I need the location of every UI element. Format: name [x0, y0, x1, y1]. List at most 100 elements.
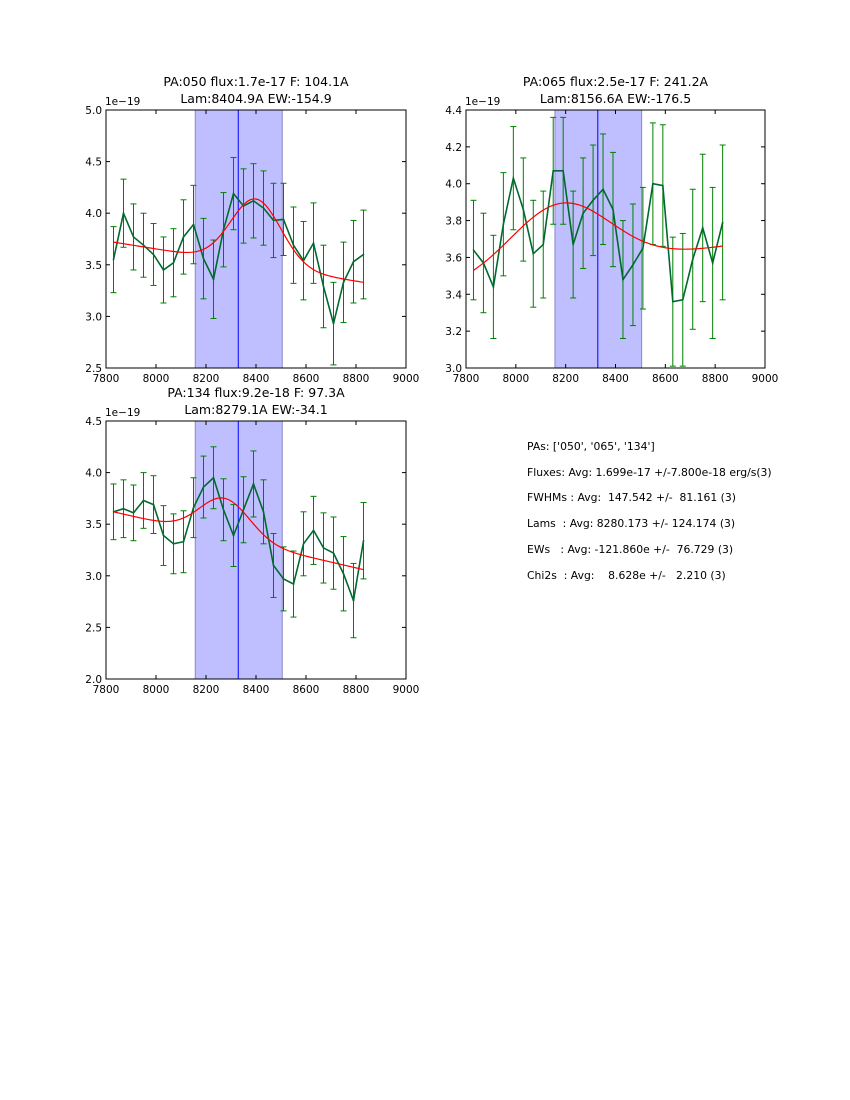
flux-point — [272, 219, 275, 222]
flux-point — [332, 552, 335, 554]
flux-point — [352, 599, 355, 602]
flux-point — [162, 534, 165, 537]
y-tick-label: 3.0 — [85, 311, 102, 323]
flux-point — [182, 540, 185, 543]
flux-point — [662, 184, 664, 187]
x-tick-label: 8400 — [243, 684, 270, 696]
flux-point — [252, 200, 255, 202]
flux-point — [322, 285, 325, 288]
flux-point — [272, 564, 275, 567]
y-tick-label: 3.2 — [445, 326, 462, 338]
flux-point — [701, 227, 704, 229]
flux-point — [232, 534, 235, 537]
y-offset-label: 1e−19 — [105, 96, 140, 108]
flux-point — [362, 253, 365, 256]
x-tick-label: 8800 — [343, 373, 370, 385]
y-tick-label: 4.0 — [445, 179, 462, 191]
flux-line — [113, 476, 365, 604]
flux-point — [652, 182, 654, 185]
x-tick-label: 7800 — [453, 373, 480, 385]
subplot-title-line1: PA:065 flux:2.5e-17 F: 241.2A — [523, 74, 709, 89]
flux-point — [112, 258, 115, 261]
flux-point — [522, 208, 525, 211]
fit-curve — [113, 497, 364, 571]
flux-point — [192, 223, 195, 226]
flux-point — [532, 252, 535, 255]
flux-point — [711, 262, 714, 264]
subplot-1: 7800 8000 8200 8400 8600 8800 9000 2.5 3.0 3.5 4.0… — [85, 74, 419, 385]
stats-fwhms: FWHMs : Avg: 147.542 +/- 81.161 (3) — [527, 491, 736, 505]
flux-point — [632, 264, 634, 266]
y-tick-label: 2.5 — [85, 622, 102, 634]
y-tick-label: 4.5 — [85, 416, 102, 428]
flux-point — [322, 547, 325, 549]
x-tick-label: 8600 — [293, 373, 320, 385]
x-tick-label: 7800 — [93, 684, 120, 696]
y-tick-label: 3.5 — [85, 260, 102, 272]
y-tick-label: 5.0 — [85, 105, 102, 117]
flux-point — [342, 572, 345, 575]
flux-point — [292, 583, 295, 585]
fit-curve — [113, 198, 364, 283]
y-tick-label: 4.0 — [85, 208, 102, 220]
flux-point — [592, 199, 594, 202]
flux-point — [342, 281, 345, 284]
flux-point — [202, 257, 205, 260]
x-tick-label: 9000 — [393, 373, 420, 385]
x-tick-label: 8600 — [293, 684, 320, 696]
flux-line — [472, 170, 724, 303]
flux-point — [172, 261, 175, 264]
flux-point — [282, 578, 285, 580]
flux-point — [332, 322, 335, 325]
y-tick-label: 2.0 — [85, 674, 102, 686]
stats-ews: EWs : Avg: -121.860e +/- 76.729 (3) — [527, 542, 734, 556]
flux-point — [262, 207, 265, 209]
flux-line — [112, 191, 364, 324]
flux-point — [292, 244, 295, 246]
x-tick-label: 7800 — [93, 373, 120, 385]
flux-point — [152, 253, 155, 256]
flux-point — [542, 243, 545, 246]
flux-point — [362, 539, 365, 542]
y-tick-label: 4.5 — [85, 157, 102, 169]
flux-point — [352, 260, 355, 263]
subplot-2: 7800 8000 8200 8400 8600 8800 9000 3.0 3.2 3.4 3.6… — [445, 74, 778, 385]
x-tick-label: 8400 — [243, 373, 270, 385]
flux-point — [312, 242, 315, 244]
flux-point — [512, 177, 515, 179]
x-tick-label: 8800 — [343, 684, 370, 696]
subplot-3: 7800 8000 8200 8400 8600 8800 9000 2.0 2.5 3.0 3.5… — [85, 385, 419, 696]
x-tick-label: 8200 — [193, 684, 220, 696]
flux-point — [721, 221, 724, 224]
y-tick-label: 4.4 — [445, 105, 462, 117]
flux-point — [492, 286, 495, 288]
y-tick-label: 3.0 — [85, 571, 102, 583]
flux-point — [282, 218, 285, 221]
flux-point — [152, 503, 155, 506]
x-tick-label: 8000 — [143, 373, 170, 385]
y-tick-label: 3.8 — [445, 216, 462, 228]
subplot-title-line1: PA:050 flux:1.7e-17 F: 104.1A — [163, 74, 349, 89]
x-tick-label: 8000 — [502, 373, 529, 385]
flux-point — [681, 299, 684, 301]
flux-point — [242, 508, 245, 511]
stats-pas: PAs: ['050', '065', '134'] — [527, 440, 655, 453]
flux-point — [302, 543, 305, 545]
x-tick-label: 9000 — [393, 684, 420, 696]
x-tick-label: 9000 — [752, 373, 779, 385]
flux-point — [502, 223, 505, 226]
flux-point — [552, 170, 555, 172]
subplot-title-line1: PA:134 flux:9.2e-18 F: 97.3A — [167, 385, 345, 400]
flux-point — [192, 506, 195, 509]
x-tick-label: 8800 — [702, 373, 729, 385]
flux-point — [122, 212, 125, 214]
flux-point — [222, 508, 225, 511]
flux-point — [312, 529, 315, 532]
y-tick-label: 4.0 — [85, 468, 102, 480]
subplot-title-line2: Lam:8279.1A EW:-34.1 — [184, 402, 327, 417]
flux-point — [691, 258, 694, 261]
subplot-title-line2: Lam:8156.6A EW:-176.5 — [540, 91, 691, 106]
subplot-title-line2: Lam:8404.9A EW:-154.9 — [180, 91, 331, 106]
flux-point — [232, 192, 235, 195]
